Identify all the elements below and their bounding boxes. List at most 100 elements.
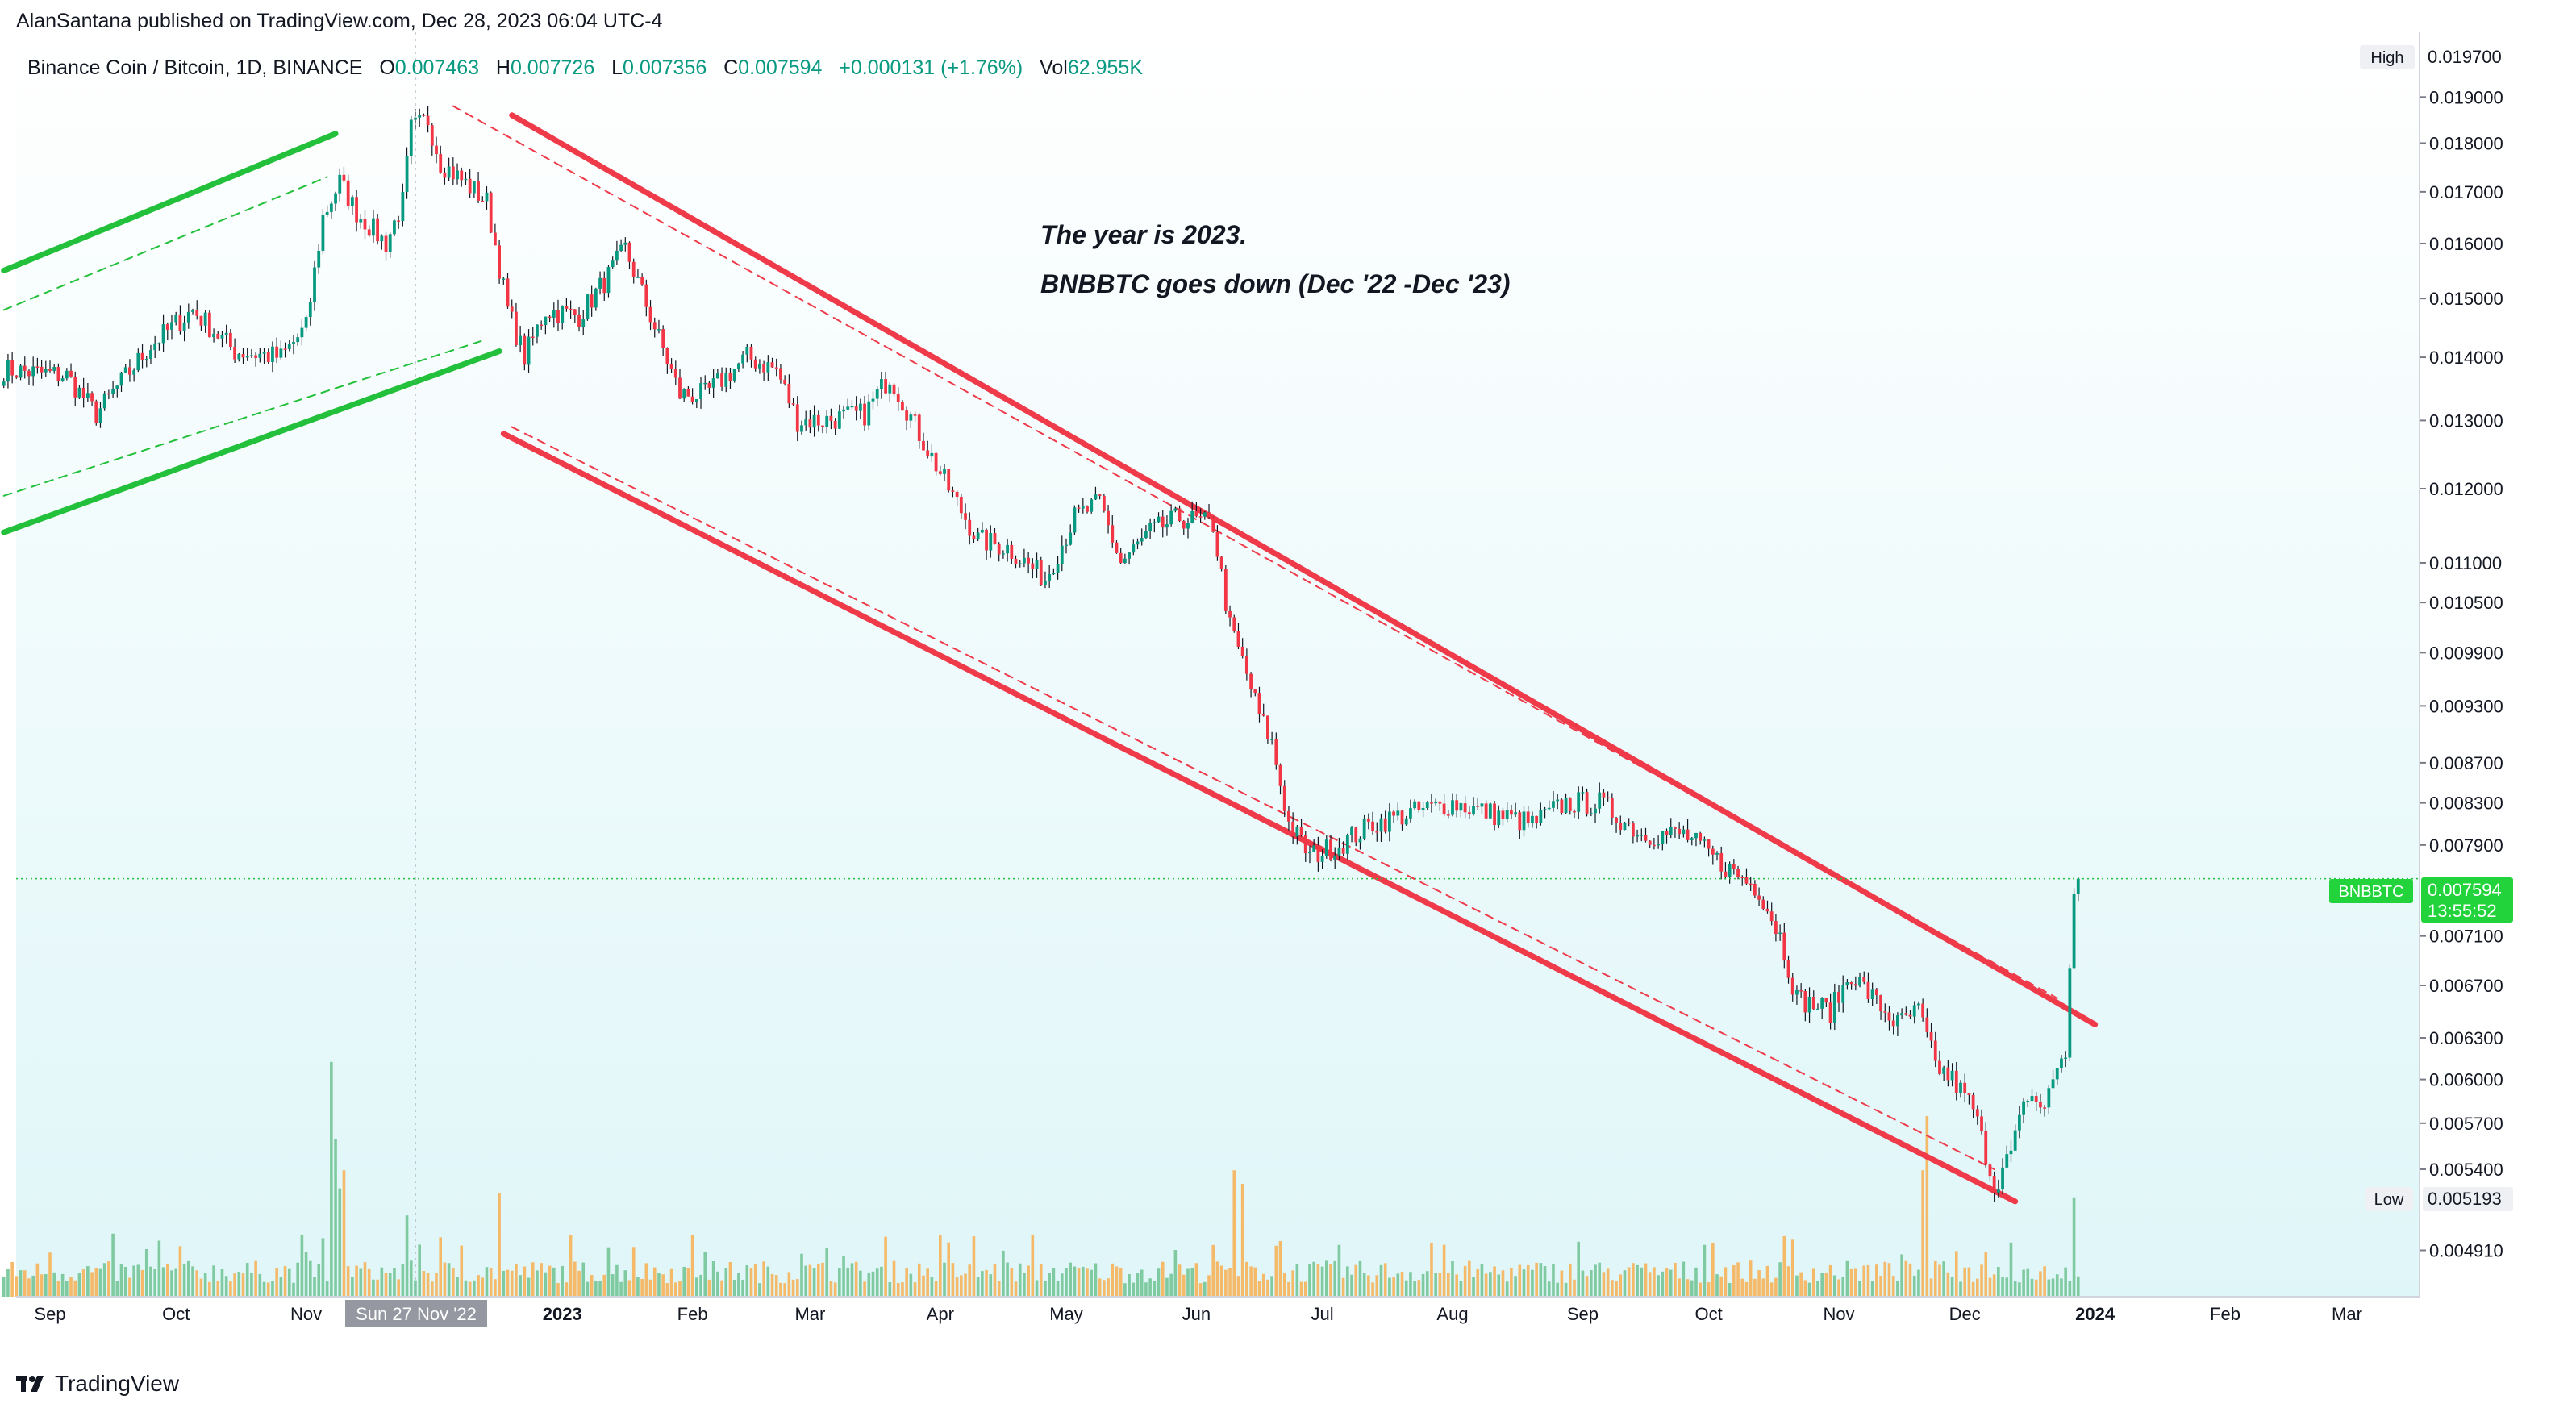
candle-body: [1967, 1093, 1971, 1095]
volume-bar: [31, 1275, 35, 1297]
candle-body: [405, 156, 409, 192]
candle-body: [90, 393, 94, 402]
candle-body: [279, 348, 283, 358]
candle-body: [2022, 1101, 2025, 1115]
candle-body: [1320, 856, 1324, 862]
volume-bar: [854, 1261, 858, 1297]
candle-body: [1564, 798, 1568, 814]
candle-body: [703, 382, 707, 385]
volume-bar: [1190, 1268, 1194, 1297]
volume-bar: [510, 1270, 514, 1297]
trend-line-green-solid: [1, 348, 502, 535]
volume-bar: [1148, 1278, 1152, 1297]
candle-body: [1182, 521, 1186, 529]
volume-bar: [1371, 1282, 1374, 1297]
time-tick-label: Sep: [34, 1304, 65, 1324]
tradingview-brand[interactable]: TradingView: [16, 1371, 179, 1397]
volume-bar: [561, 1265, 565, 1297]
volume-bars: [2, 1061, 2080, 1297]
price-tick-label: 0.019000: [2429, 87, 2503, 107]
volume-bar: [367, 1268, 371, 1297]
candle-body: [694, 398, 698, 402]
volume-bar: [187, 1260, 190, 1297]
candle-body: [2026, 1101, 2030, 1102]
volume-bar: [1396, 1273, 1400, 1297]
volume-bar: [250, 1273, 253, 1297]
candle-body: [266, 352, 270, 362]
candle-body: [536, 324, 539, 337]
candle-body: [1090, 499, 1094, 512]
volume-bar: [1879, 1276, 1882, 1297]
volume-bar: [1518, 1264, 1522, 1297]
volume-bar: [1799, 1272, 1803, 1297]
candle-body: [334, 193, 337, 204]
price-axis-panel[interactable]: [2420, 32, 2576, 1297]
volume-bar: [1438, 1273, 1442, 1297]
candle-body: [1942, 1067, 1946, 1074]
symbol-title[interactable]: Binance Coin / Bitcoin, 1D, BINANCE: [27, 56, 363, 79]
volume-bar: [1173, 1250, 1178, 1297]
candle-body: [938, 471, 942, 474]
volume-bar: [770, 1273, 774, 1297]
candle-body: [1703, 839, 1707, 841]
candle-body: [262, 352, 266, 354]
candle-body: [1845, 981, 1849, 985]
volume-bar: [766, 1266, 770, 1297]
volume-bar: [128, 1277, 131, 1297]
volume-bar: [627, 1280, 631, 1297]
volume-bar: [489, 1268, 493, 1297]
volume-bar: [258, 1273, 262, 1297]
candle-body: [673, 369, 677, 378]
volume-bar: [875, 1268, 879, 1297]
volume-bar: [48, 1252, 52, 1297]
candle-body: [644, 284, 648, 307]
volume-bar: [1098, 1278, 1102, 1297]
candle-body: [111, 389, 115, 394]
volume-bar: [1312, 1261, 1315, 1297]
volume-bar: [86, 1266, 90, 1297]
volume-bar: [1383, 1263, 1387, 1297]
volume-bar: [1035, 1280, 1039, 1297]
candle-body: [934, 452, 938, 472]
candle-body: [397, 220, 401, 222]
volume-bar: [1157, 1268, 1161, 1297]
candle-body: [1598, 792, 1602, 809]
volume-bar: [1291, 1270, 1294, 1297]
candle-body: [1295, 827, 1299, 837]
volume-bar: [1463, 1265, 1467, 1297]
candle-body: [892, 384, 896, 394]
candle-body: [1594, 808, 1597, 814]
candle-body: [1556, 799, 1560, 802]
volume-bar: [56, 1281, 60, 1297]
candle-body: [1303, 835, 1307, 854]
low-value-legend: 0.007356: [622, 56, 707, 79]
volume-bar: [1278, 1240, 1282, 1297]
candle-body: [1908, 1014, 1912, 1017]
volume-bar: [1547, 1281, 1551, 1297]
volume-bar: [1082, 1266, 1085, 1297]
candle-body: [736, 363, 740, 369]
candle-body: [426, 115, 430, 126]
candle-body: [6, 360, 10, 382]
volume-bar: [195, 1270, 199, 1297]
volume-bar: [1765, 1265, 1769, 1297]
candle-body: [1123, 558, 1127, 564]
volume-bar: [913, 1282, 917, 1297]
close-label: C: [723, 56, 739, 79]
volume-bar: [1887, 1263, 1891, 1297]
volume-bar: [2051, 1278, 2055, 1297]
volume-bar: [1442, 1244, 1446, 1297]
volume-bar: [1615, 1281, 1618, 1297]
volume-bar: [1963, 1267, 1967, 1297]
candle-body: [1488, 803, 1492, 819]
volume-bar: [1954, 1251, 1958, 1297]
candle-body: [556, 310, 560, 323]
candle-body: [1988, 1164, 1992, 1177]
candle-body: [1653, 844, 1656, 847]
candle-body: [283, 348, 287, 350]
volume-bar: [917, 1263, 921, 1297]
volume-bar: [2047, 1279, 2051, 1297]
candle-body: [1959, 1082, 1962, 1093]
candle-body: [1518, 812, 1522, 831]
